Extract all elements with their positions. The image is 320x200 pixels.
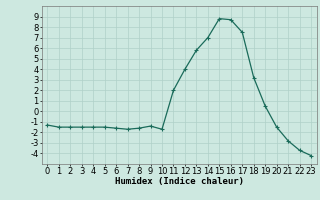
X-axis label: Humidex (Indice chaleur): Humidex (Indice chaleur) [115, 177, 244, 186]
